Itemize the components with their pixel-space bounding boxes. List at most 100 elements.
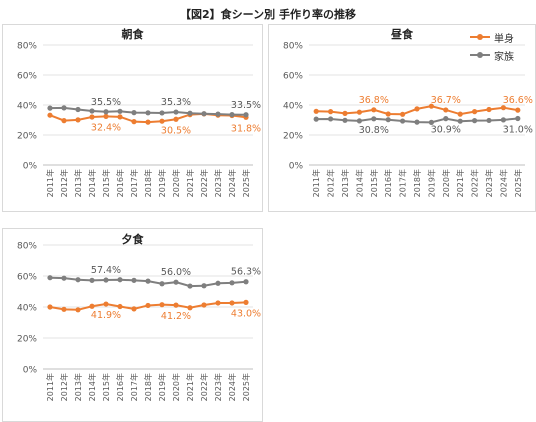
data-point [443, 107, 449, 113]
x-tick-label: 2021年 [185, 373, 195, 401]
data-label: 30.8% [359, 125, 389, 136]
x-tick-label: 2022年 [199, 169, 209, 197]
data-label: 35.3% [161, 97, 191, 108]
x-tick-label: 2011年 [45, 169, 55, 197]
y-tick-label: 20% [17, 132, 37, 142]
y-tick-label: 60% [283, 72, 303, 82]
data-point [145, 119, 151, 125]
chart-title: 昼食 [390, 27, 414, 41]
data-point [313, 116, 319, 122]
data-label: 30.9% [431, 125, 461, 136]
data-point [75, 277, 81, 283]
data-point [47, 275, 53, 281]
data-point [103, 109, 109, 115]
y-tick-label: 40% [17, 102, 37, 112]
data-point [159, 110, 165, 116]
legend-family-label: 家族 [494, 51, 514, 63]
data-point [371, 116, 377, 122]
data-point [159, 118, 165, 124]
data-point [145, 302, 151, 309]
x-tick-label: 2013年 [73, 373, 83, 401]
data-label: 35.5% [91, 97, 121, 108]
data-point [428, 103, 434, 109]
x-tick-label: 2013年 [73, 169, 83, 197]
data-point [328, 116, 334, 122]
x-tick-label: 2012年 [59, 169, 69, 197]
chart-title: 朝食 [122, 27, 145, 41]
data-point [486, 117, 492, 124]
data-point [201, 111, 207, 117]
x-tick-label: 2019年 [157, 373, 167, 401]
data-label: 36.6% [503, 95, 533, 106]
x-tick-label: 2017年 [129, 169, 139, 197]
data-point [103, 301, 109, 307]
data-label: 36.7% [431, 95, 461, 106]
x-tick-label: 2015年 [369, 169, 379, 197]
y-tick-label: 80% [17, 42, 37, 52]
data-label: 31.0% [503, 125, 533, 136]
x-tick-label: 2014年 [354, 169, 364, 197]
data-point [117, 114, 123, 120]
data-point [187, 283, 193, 289]
y-tick-label: 80% [283, 42, 303, 52]
data-point [443, 116, 449, 122]
x-tick-label: 2023年 [213, 169, 223, 197]
x-tick-label: 2025年 [241, 373, 251, 401]
data-point [131, 277, 137, 283]
x-tick-label: 2018年 [412, 169, 422, 197]
data-point [201, 302, 207, 308]
legend-family-swatch [470, 52, 490, 58]
y-tick-label: 60% [17, 273, 37, 283]
data-point [131, 119, 137, 125]
y-tick-label: 0% [289, 162, 304, 172]
data-point [414, 119, 420, 125]
chart-legend: 単身 家族 [470, 30, 536, 66]
data-point [356, 109, 362, 115]
x-tick-label: 2019年 [157, 169, 167, 197]
chart-svg-lunch: 昼食 0% 20% 40% 60% 80% 2011年 2012年 2013年 2014年 2015… [283, 27, 533, 197]
x-tick-label: 2016年 [115, 373, 125, 401]
data-point [215, 280, 221, 286]
chart-svg-dinner: 夕食 0% 20% 40% 60% 80% 2011年 2012年 2013年 2014年 2015… [17, 232, 261, 401]
chart-svg-breakfast: 朝食 0% 20% 40% 60% 80% 2011年 2012年 2013年 2014年 2015… [17, 27, 261, 197]
data-point [371, 107, 377, 113]
data-point [117, 303, 123, 310]
x-tick-label: 2019年 [426, 169, 436, 197]
data-point [187, 110, 193, 116]
y-tick-label: 20% [17, 335, 37, 345]
x-tick-label: 2017年 [398, 169, 408, 197]
data-point [187, 305, 193, 311]
data-label: 30.5% [161, 125, 191, 136]
chart-panel-lunch: 昼食 0% 20% 40% 60% 80% 2011年 2012年 2013年 2014年 2015… [268, 24, 536, 212]
data-point [117, 108, 123, 114]
data-point [145, 110, 151, 116]
data-point [385, 111, 391, 117]
x-tick-label: 2018年 [143, 373, 153, 401]
data-point [173, 116, 179, 122]
y-tick-label: 0% [23, 366, 38, 376]
x-tick-label: 2020年 [171, 373, 181, 401]
data-point [229, 300, 235, 306]
data-point [515, 107, 521, 113]
x-tick-label: 2022年 [470, 169, 480, 197]
data-point [486, 106, 492, 113]
data-point [61, 118, 67, 124]
x-tick-label: 2025年 [513, 169, 523, 197]
data-point [215, 300, 221, 306]
data-point [47, 112, 53, 118]
figure-title: 【図2】食シーン別 手作り率の推移 [180, 8, 356, 21]
data-point [145, 278, 151, 284]
legend-item-single: 単身 [470, 30, 514, 45]
y-tick-label: 20% [283, 132, 303, 142]
x-tick-label: 2021年 [455, 169, 465, 197]
chart-panel-dinner: 夕食 0% 20% 40% 60% 80% 2011年 2012年 2013年 2014年 2015… [2, 228, 263, 422]
data-point [61, 306, 67, 312]
x-tick-label: 2023年 [484, 169, 494, 197]
data-label: 41.2% [161, 311, 191, 322]
data-point [243, 299, 249, 305]
data-point [385, 117, 391, 123]
y-tick-label: 0% [23, 162, 38, 172]
data-point [75, 307, 81, 313]
x-tick-label: 2013年 [340, 169, 350, 197]
data-point [89, 114, 95, 120]
